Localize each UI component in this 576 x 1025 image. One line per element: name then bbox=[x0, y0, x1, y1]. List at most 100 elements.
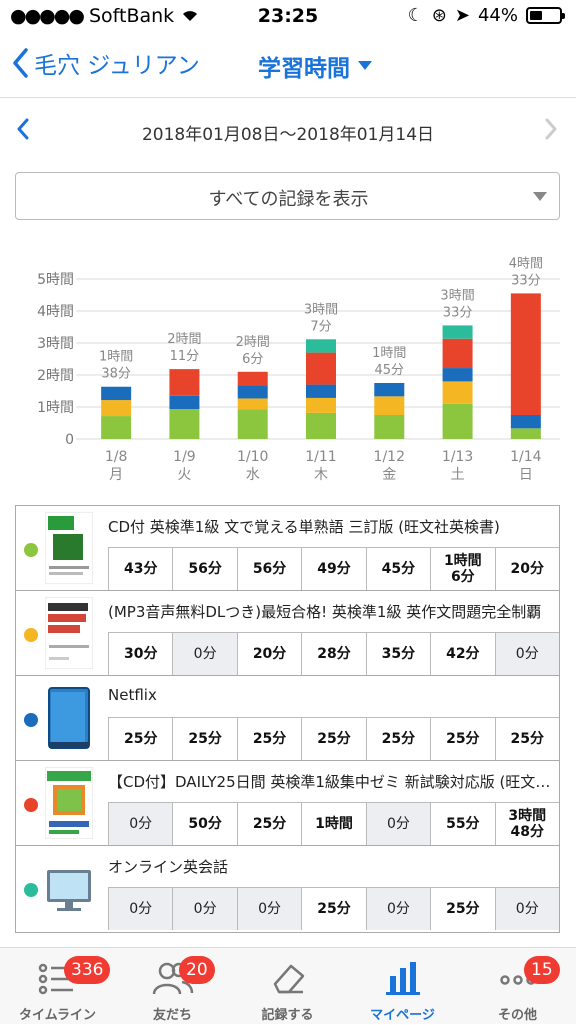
record-row[interactable]: (MP3音声無料DLつき)最短合格! 英検準1級 英作文問題完全制覇 30分 0分 2… bbox=[16, 591, 559, 676]
chevron-left-icon bbox=[13, 48, 28, 78]
y-tick-label: 4時間 bbox=[37, 304, 74, 320]
book-cover-icon-writing bbox=[44, 596, 94, 670]
daily-time-cell: 0分 bbox=[172, 887, 237, 930]
daily-time-cell: 0分 bbox=[494, 887, 559, 930]
moon-icon: ☾ bbox=[407, 5, 424, 26]
back-label: 毛穴 ジュリアン bbox=[34, 53, 200, 79]
daily-time-cells: 0分 50分 25分 1時間 0分 55分 3時間 48分 bbox=[108, 802, 559, 845]
x-tick-label: 1/8 bbox=[105, 449, 128, 465]
record-row[interactable]: Netflix 25分 25分 25分 25分 25分 25分 25分 bbox=[16, 676, 559, 761]
eraser-icon bbox=[267, 960, 309, 996]
tab-label: その他 bbox=[497, 1008, 537, 1023]
filter-label: すべての記録を表示 bbox=[208, 189, 369, 210]
record-name: CD付 英検準1級 文で覚える単熟語 三訂版 (旺文社英検書) bbox=[108, 518, 500, 536]
bar-segment bbox=[442, 403, 473, 439]
bar-segment bbox=[306, 384, 336, 398]
daily-time-cell: 25分 bbox=[172, 717, 237, 760]
bar-total-label: 2時間 bbox=[236, 335, 270, 350]
daily-time-cell: 0分 bbox=[236, 887, 302, 930]
daily-time-cell: 25分 bbox=[301, 887, 366, 930]
caret-down-icon bbox=[358, 61, 372, 70]
daily-time-cell: 0分 bbox=[108, 887, 173, 930]
bar-segment bbox=[442, 338, 473, 369]
daily-time-cell: 49分 bbox=[301, 547, 366, 590]
daily-time-cell: 20分 bbox=[494, 547, 559, 590]
bar-total-label: 38分 bbox=[101, 367, 131, 382]
daily-time-cell: 25分 bbox=[236, 802, 302, 845]
battery-icon bbox=[526, 7, 565, 24]
record-row[interactable]: CD付 英検準1級 文で覚える単熟語 三訂版 (旺文社英検書) 43分 56分 56分… bbox=[16, 506, 559, 591]
tab-label: マイページ bbox=[370, 1008, 435, 1023]
tab-bar-chart[interactable]: マイページ bbox=[345, 948, 460, 1025]
record-name: 【CD付】DAILY25日間 英検準1級集中ゼミ 新試験対応版 (旺文社英検書) bbox=[108, 773, 556, 791]
daily-time-cell: 56分 bbox=[236, 547, 302, 590]
battery-percent: 44% bbox=[477, 5, 518, 26]
daily-time-cell: 42分 bbox=[430, 632, 495, 675]
daily-time-cells: 43分 56分 56分 49分 45分 1時間 6分 20分 bbox=[108, 547, 559, 590]
daily-time-cell: 1時間 6分 bbox=[430, 547, 495, 590]
date-range-label: 2018年01月08日〜2018年01月14日 bbox=[141, 125, 435, 145]
title-dropdown[interactable]: 学習時間 bbox=[258, 49, 372, 83]
daily-time-cell: 0分 bbox=[172, 632, 237, 675]
daily-time-cells: 0分 0分 0分 25分 0分 25分 0分 bbox=[108, 887, 559, 930]
record-name: (MP3音声無料DLつき)最短合格! 英検準1級 英作文問題完全制覇 bbox=[108, 603, 542, 621]
bar-total-label: 6分 bbox=[242, 352, 263, 367]
daily-time-cell: 25分 bbox=[430, 887, 495, 930]
x-tick-label: 1/13 bbox=[442, 449, 473, 465]
daily-time-cell: 45分 bbox=[365, 547, 431, 590]
daily-time-cell: 35分 bbox=[365, 632, 431, 675]
bar-segment bbox=[237, 409, 268, 439]
bar-segment bbox=[306, 412, 336, 439]
daily-time-cells: 25分 25分 25分 25分 25分 25分 25分 bbox=[108, 717, 559, 760]
series-color-dot bbox=[24, 883, 38, 897]
tab-eraser[interactable]: 記録する bbox=[230, 948, 345, 1025]
record-row[interactable]: オンライン英会話 0分 0分 0分 25分 0分 25分 0分 bbox=[16, 846, 559, 931]
caret-down-icon bbox=[533, 192, 547, 201]
back-button[interactable]: 毛穴 ジュリアン bbox=[12, 46, 200, 80]
tab-more[interactable]: その他 15 bbox=[460, 948, 575, 1025]
tab-bar: タイムライン 336 友だち 20 記録する マイページ その他 15 bbox=[0, 947, 576, 1024]
bar-segment bbox=[237, 398, 268, 410]
tab-label: タイムライン bbox=[18, 1008, 97, 1023]
daily-time-cell: 0分 bbox=[365, 802, 431, 845]
bar-total-label: 45分 bbox=[375, 363, 405, 378]
book-cover-icon-vocab bbox=[44, 511, 94, 585]
status-bar: ●●●●● SoftBank 23:25 ☾ ⊛ ➤ 44% bbox=[0, 0, 576, 34]
blue-book-icon bbox=[45, 682, 93, 754]
bar-segment bbox=[442, 368, 473, 382]
record-row[interactable]: 【CD付】DAILY25日間 英検準1級集中ゼミ 新試験対応版 (旺文社英検書)… bbox=[16, 761, 559, 846]
monitor-icon bbox=[45, 852, 93, 924]
study-time-chart: 0 1時間 2時間 3時間 4時間 5時間 1時間 38分 1/8 月 2時間 11分 1/9 火 2時間 6… bbox=[37, 256, 560, 483]
y-tick-label: 3時間 bbox=[37, 336, 74, 352]
series-color-dot bbox=[24, 543, 38, 557]
record-filter-select[interactable]: すべての記録を表示 bbox=[15, 172, 560, 220]
chevron-left-icon bbox=[17, 118, 29, 140]
bar-segment bbox=[306, 339, 336, 353]
carrier: ●●●●● SoftBank bbox=[10, 5, 200, 27]
bar-segment bbox=[169, 409, 200, 439]
bar-segment bbox=[510, 428, 541, 439]
bar-segment bbox=[510, 415, 541, 429]
x-tick-label: 1/10 bbox=[237, 449, 268, 465]
y-tick-label: 1時間 bbox=[37, 400, 74, 416]
notification-badge: 20 bbox=[179, 956, 215, 984]
tab-friends[interactable]: 友だち 20 bbox=[115, 948, 230, 1025]
wifi-icon bbox=[180, 5, 200, 27]
daily-time-cell: 25分 bbox=[430, 717, 495, 760]
next-week-button[interactable] bbox=[544, 118, 558, 144]
tab-timeline[interactable]: タイムライン 336 bbox=[0, 948, 115, 1025]
bar-total-label: 1時間 bbox=[372, 346, 406, 361]
x-weekday-label: 金 bbox=[382, 467, 396, 483]
x-weekday-label: 日 bbox=[519, 467, 533, 483]
daily-time-cell: 43分 bbox=[108, 547, 173, 590]
x-weekday-label: 月 bbox=[109, 467, 123, 483]
clock: 23:25 bbox=[257, 5, 319, 27]
bar-segment bbox=[442, 325, 473, 339]
daily-time-cell: 50分 bbox=[172, 802, 237, 845]
x-weekday-label: 木 bbox=[314, 467, 328, 483]
bar-total-label: 7分 bbox=[310, 319, 331, 334]
y-tick-label: 2時間 bbox=[37, 368, 74, 384]
bar-segment bbox=[374, 415, 405, 439]
daily-time-cell: 25分 bbox=[494, 717, 559, 760]
previous-week-button[interactable] bbox=[16, 118, 30, 144]
